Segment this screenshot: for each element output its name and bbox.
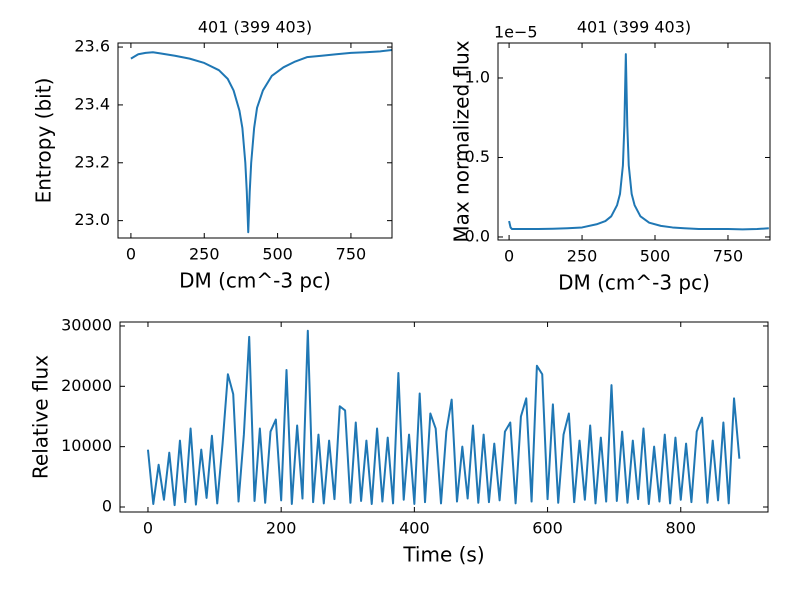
y-tick-label: 10000 bbox=[61, 436, 112, 455]
x-axis-label: DM (cm^-3 pc) bbox=[558, 271, 710, 295]
y-axis-label: Max normalized flux bbox=[450, 40, 474, 242]
y-tick-label: 0 bbox=[102, 496, 112, 515]
x-axis-label: Time (s) bbox=[402, 543, 484, 567]
y-tick-label: 23.0 bbox=[74, 210, 110, 229]
x-tick-label: 600 bbox=[532, 519, 563, 538]
x-tick-label: 250 bbox=[567, 247, 598, 266]
x-tick-label: 200 bbox=[266, 519, 297, 538]
x-tick-label: 0 bbox=[504, 247, 514, 266]
chart-title: 401 (399 403) bbox=[198, 18, 312, 37]
y-tick-label: 23.6 bbox=[74, 37, 110, 56]
chart-title: 401 (399 403) bbox=[577, 18, 691, 37]
y-tick-label: 1.0 bbox=[465, 67, 490, 86]
y-axis-label: Entropy (bit) bbox=[32, 78, 56, 204]
y-tick-label: 0.5 bbox=[465, 147, 490, 166]
x-tick-label: 750 bbox=[336, 245, 367, 264]
y-axis-label: Relative flux bbox=[29, 355, 53, 479]
x-tick-label: 0 bbox=[126, 245, 136, 264]
x-tick-label: 0 bbox=[143, 519, 153, 538]
x-tick-label: 500 bbox=[640, 247, 671, 266]
x-tick-label: 800 bbox=[665, 519, 696, 538]
y-tick-label: 30000 bbox=[61, 315, 112, 334]
x-tick-label: 250 bbox=[189, 245, 220, 264]
y-tick-label: 0.0 bbox=[465, 226, 490, 245]
axes-frame bbox=[117, 42, 393, 239]
axes-frame bbox=[497, 42, 771, 241]
offset-label: 1e−5 bbox=[494, 23, 538, 42]
x-tick-label: 750 bbox=[713, 247, 744, 266]
x-tick-label: 400 bbox=[399, 519, 430, 538]
data-line bbox=[130, 48, 392, 234]
data-line bbox=[146, 329, 741, 507]
x-tick-label: 500 bbox=[262, 245, 293, 264]
y-tick-label: 20000 bbox=[61, 376, 112, 395]
x-axis-label: DM (cm^-3 pc) bbox=[179, 269, 331, 293]
data-line bbox=[508, 53, 769, 231]
axes-frame bbox=[119, 321, 769, 513]
y-tick-label: 23.2 bbox=[74, 152, 110, 171]
y-tick-label: 23.4 bbox=[74, 94, 110, 113]
